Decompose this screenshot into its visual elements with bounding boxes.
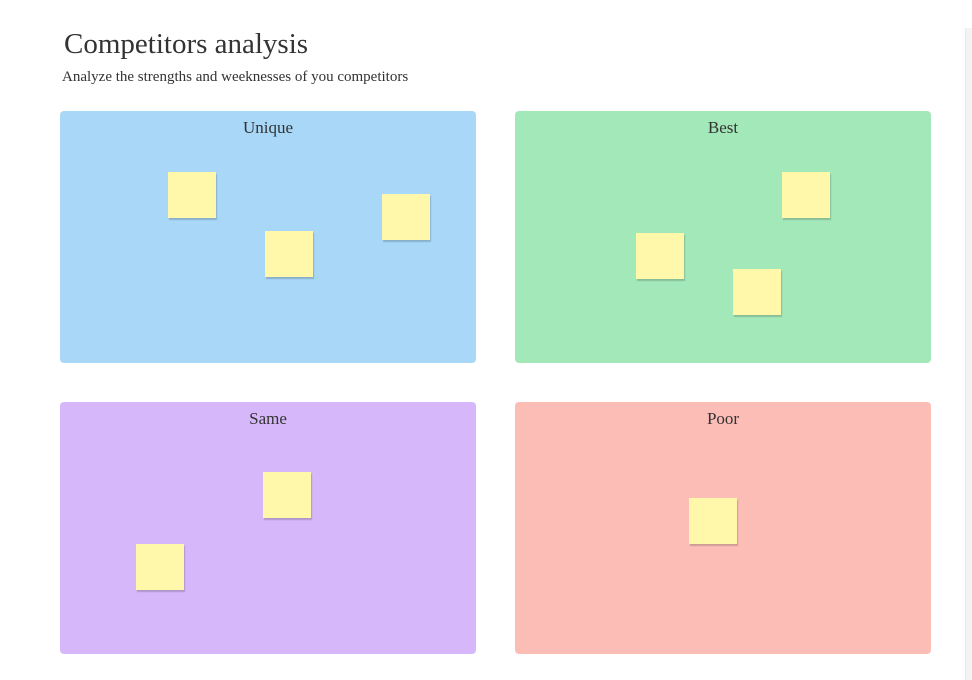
sticky-note[interactable]	[263, 472, 311, 518]
sticky-note[interactable]	[168, 172, 216, 218]
sticky-note[interactable]	[382, 194, 430, 240]
sticky-note[interactable]	[136, 544, 184, 590]
quadrant-label: Same	[249, 409, 287, 428]
sticky-note[interactable]	[782, 172, 830, 218]
sticky-note[interactable]	[689, 498, 737, 544]
board-title: Competitors analysis	[64, 28, 309, 60]
quadrant[interactable]: Poor	[515, 402, 931, 654]
sticky-note[interactable]	[265, 231, 313, 277]
quadrant-label: Unique	[242, 118, 294, 137]
sticky-note[interactable]	[636, 233, 684, 279]
quadrant-label: Best	[707, 118, 739, 137]
quadrant[interactable]: Best	[515, 111, 931, 363]
quadrant-label: Poor	[706, 409, 740, 428]
board-subtitle: Analyze the strengths and weeknesses of …	[62, 69, 409, 85]
quadrant[interactable]: Unique	[60, 111, 476, 363]
sticky-note[interactable]	[733, 269, 781, 315]
scrollbar[interactable]	[965, 28, 972, 680]
quadrant[interactable]: Same	[60, 402, 476, 654]
